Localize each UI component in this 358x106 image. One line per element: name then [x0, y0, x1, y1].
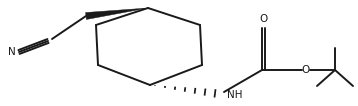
Text: N: N — [8, 47, 16, 57]
Polygon shape — [86, 8, 148, 20]
Text: O: O — [301, 65, 309, 75]
Text: O: O — [259, 14, 267, 24]
Text: NH: NH — [227, 90, 242, 100]
